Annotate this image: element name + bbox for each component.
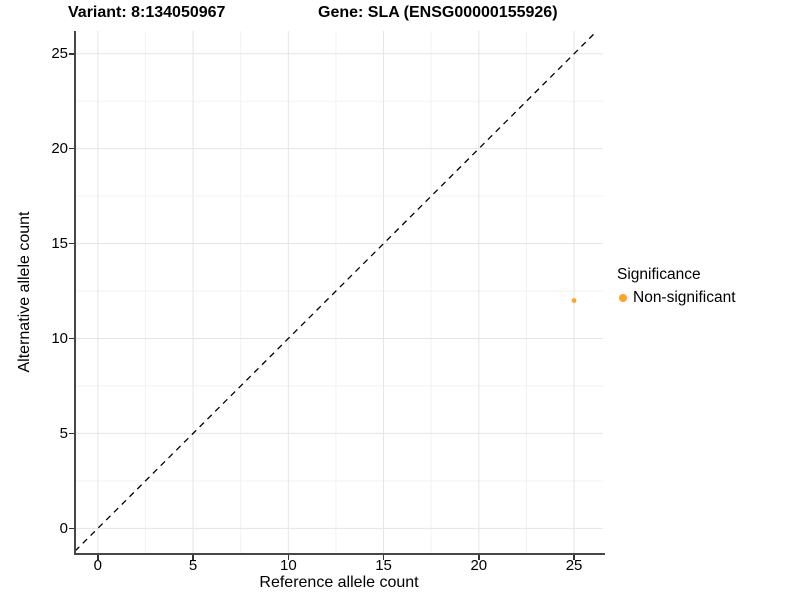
x-tick-label: 25 [565,557,583,574]
y-tick-label: 25 [51,45,68,63]
x-tick-label: 20 [470,557,488,574]
x-tick-mark [287,555,290,560]
legend-item-non-significant: Non-significant [619,289,736,307]
x-tick-label: 15 [375,557,392,574]
variant-title: Variant: 8:134050967 [68,4,226,21]
y-tick-mark [69,337,74,340]
x-tick-label: 0 [93,557,103,574]
x-tick-label: 5 [188,557,198,574]
gene-title: Gene: SLA (ENSG00000155926) [318,4,558,21]
y-tick-mark [69,527,74,530]
x-tick-mark [97,555,99,560]
y-tick-label: 5 [59,424,68,442]
y-tick-mark [69,53,74,55]
identity-line [74,30,598,552]
x-tick-label: 10 [279,557,297,574]
x-tick-mark [573,555,575,560]
x-tick-mark [478,555,480,560]
plot-panel [74,30,603,553]
y-tick-label: 10 [51,330,68,347]
non-significant-dot-icon [619,294,627,302]
plot-panel-svg [74,30,603,553]
y-tick-label: 20 [51,140,68,158]
x-axis-line [73,553,605,555]
legend: Significance Non-significant [615,266,736,307]
data-point [571,298,577,303]
y-tick-label: 15 [51,235,68,253]
y-tick-label: 0 [59,519,68,537]
x-tick-mark [382,555,385,560]
y-tick-mark [69,147,74,150]
x-tick-mark [192,555,194,560]
legend-title: Significance [617,266,701,283]
y-tick-mark [69,242,74,245]
x-axis-title: Reference allele count [259,574,419,591]
y-axis-line [73,31,76,555]
legend-item-label: Non-significant [633,289,736,306]
y-tick-mark [69,432,74,435]
